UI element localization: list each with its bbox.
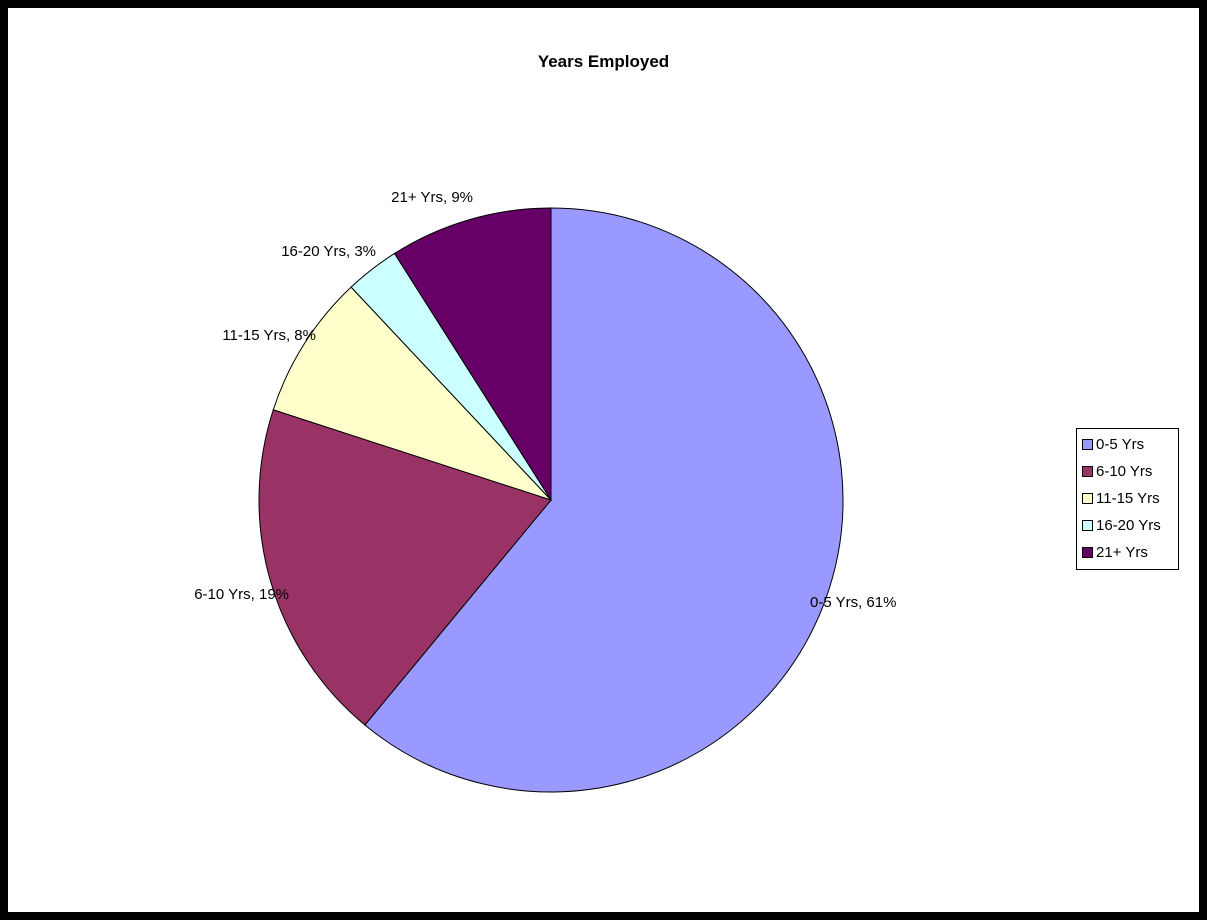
legend-label-6-10-yrs: 6-10 Yrs: [1096, 463, 1153, 480]
pie-slices: [258, 207, 844, 793]
legend-label-21-plus-yrs: 21+ Yrs: [1096, 544, 1148, 561]
legend-swatch-11-15-yrs: [1082, 493, 1093, 504]
data-label-11-15-yrs: 11-15 Yrs, 8%: [222, 327, 316, 344]
legend-item-16-20-yrs: 16-20 Yrs: [1082, 512, 1178, 539]
legend-label-0-5-yrs: 0-5 Yrs: [1096, 436, 1145, 453]
data-label-6-10-yrs: 6-10 Yrs, 19%: [194, 586, 289, 603]
legend-item-0-5-yrs: 0-5 Yrs: [1082, 431, 1178, 458]
legend-swatch-0-5-yrs: [1082, 439, 1093, 450]
pie-slice-6-10-yrs: [258, 409, 552, 726]
pie-slice-21-plus-yrs: [393, 207, 552, 502]
legend: 0-5 Yrs 6-10 Yrs 11-15 Yrs 16-20 Yrs 21+…: [1076, 428, 1179, 570]
data-label-16-20-yrs: 16-20 Yrs, 3%: [281, 243, 376, 260]
legend-label-16-20-yrs: 16-20 Yrs: [1096, 517, 1161, 534]
pie-slice-0-5-yrs: [364, 207, 844, 793]
legend-item-11-15-yrs: 11-15 Yrs: [1082, 485, 1178, 512]
data-label-0-5-yrs: 0-5 Yrs, 61%: [810, 594, 896, 611]
legend-swatch-21-plus-yrs: [1082, 547, 1093, 558]
legend-swatch-6-10-yrs: [1082, 466, 1093, 477]
data-label-21-plus-yrs: 21+ Yrs, 9%: [391, 189, 473, 206]
legend-item-21-plus-yrs: 21+ Yrs: [1082, 539, 1178, 566]
legend-label-11-15-yrs: 11-15 Yrs: [1096, 490, 1160, 507]
pie-slice-11-15-yrs: [272, 286, 552, 501]
legend-swatch-16-20-yrs: [1082, 520, 1093, 531]
legend-item-6-10-yrs: 6-10 Yrs: [1082, 458, 1178, 485]
chart-title: Years Employed: [537, 52, 670, 71]
pie-data-labels: 0-5 Yrs, 61% 6-10 Yrs, 19% 11-15 Yrs, 8% 16…: [194, 189, 896, 611]
